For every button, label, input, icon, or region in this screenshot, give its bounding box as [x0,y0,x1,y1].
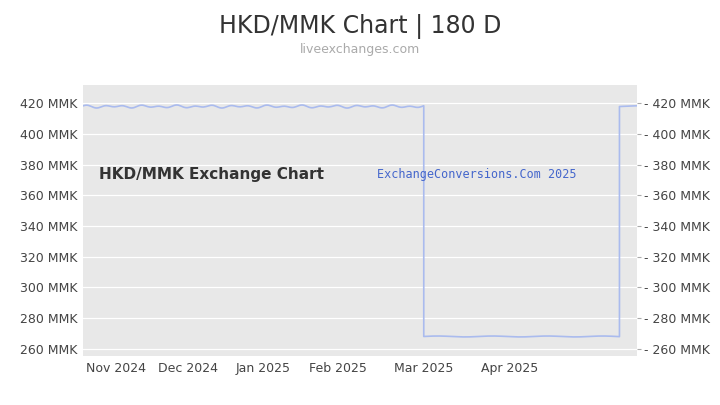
Text: ExchangeConversions.Com 2025: ExchangeConversions.Com 2025 [377,168,576,181]
Text: HKD/MMK Exchange Chart: HKD/MMK Exchange Chart [99,167,325,182]
Text: liveexchanges.com: liveexchanges.com [300,43,420,55]
Text: HKD/MMK Chart | 180 D: HKD/MMK Chart | 180 D [219,14,501,39]
